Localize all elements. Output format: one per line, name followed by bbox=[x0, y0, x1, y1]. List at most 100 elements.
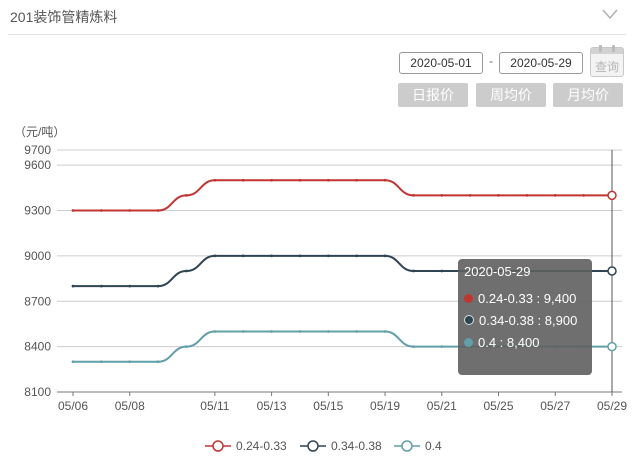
data-point bbox=[241, 178, 245, 182]
data-point bbox=[270, 330, 273, 333]
data-point bbox=[156, 360, 160, 364]
data-point bbox=[270, 254, 273, 258]
chart-tooltip: 2020-05-29 0.24-0.33 : 9,400 0.34-0.38 :… bbox=[458, 259, 592, 375]
chart-legend: 0.24-0.33 0.34-0.38 0.4 bbox=[0, 438, 634, 454]
data-point bbox=[440, 193, 444, 197]
y-tick-label: 8100 bbox=[24, 385, 51, 399]
y-axis-unit: （元/吨） bbox=[14, 125, 66, 139]
data-point bbox=[607, 341, 617, 352]
y-tick-label: 9600 bbox=[24, 158, 51, 172]
data-point bbox=[412, 269, 415, 273]
data-point bbox=[298, 254, 302, 258]
data-point bbox=[355, 254, 359, 258]
data-point bbox=[99, 284, 103, 288]
tooltip-row-text: 0.34-0.38 : 8,900 bbox=[479, 313, 578, 328]
data-point bbox=[213, 330, 217, 333]
data-point bbox=[213, 254, 217, 258]
data-point bbox=[99, 209, 103, 212]
data-point bbox=[468, 193, 472, 197]
legend-label: 0.34-0.38 bbox=[331, 439, 382, 453]
x-tick-label: 05/25 bbox=[484, 399, 514, 413]
data-point bbox=[128, 284, 132, 288]
data-point bbox=[298, 330, 302, 333]
tooltip-row: 0.4 : 8,400 bbox=[464, 335, 539, 350]
x-tick-label: 05/15 bbox=[313, 399, 343, 413]
tooltip-row: 0.34-0.38 : 8,900 bbox=[464, 313, 577, 328]
data-point bbox=[383, 330, 387, 333]
x-tick-label: 05/06 bbox=[58, 399, 88, 413]
data-point bbox=[213, 178, 217, 182]
data-point bbox=[412, 345, 415, 349]
series-dot-icon bbox=[464, 338, 473, 347]
y-tick-label: 9000 bbox=[24, 249, 51, 263]
x-tick-label: 05/21 bbox=[427, 399, 457, 413]
data-point bbox=[383, 254, 387, 258]
data-point bbox=[156, 209, 160, 212]
data-point bbox=[497, 193, 500, 197]
data-point bbox=[270, 178, 273, 182]
tooltip-row-text: 0.4 : 8,400 bbox=[478, 335, 540, 350]
legend-label: 0.24-0.33 bbox=[236, 439, 287, 453]
tooltip-row: 0.24-0.33 : 9,400 bbox=[464, 291, 576, 306]
search-button[interactable]: 查询 bbox=[590, 45, 624, 77]
page-title: 201装饰管精炼料 bbox=[10, 9, 118, 25]
data-point bbox=[355, 330, 359, 333]
y-tick-label: 9300 bbox=[24, 204, 51, 218]
tab-daily-price[interactable]: 日报价 bbox=[398, 83, 468, 107]
data-point bbox=[128, 360, 132, 364]
calendar-ring bbox=[599, 45, 602, 52]
data-point bbox=[71, 209, 75, 212]
data-point bbox=[607, 266, 617, 276]
data-point bbox=[185, 193, 188, 197]
data-point bbox=[241, 254, 245, 258]
data-point bbox=[355, 178, 359, 182]
data-point bbox=[99, 360, 103, 364]
data-point bbox=[525, 193, 529, 197]
start-date-input[interactable]: 2020-05-01 bbox=[399, 52, 483, 74]
data-point bbox=[156, 284, 160, 288]
data-point bbox=[185, 345, 188, 349]
data-point bbox=[298, 178, 302, 182]
chevron-down-icon[interactable] bbox=[602, 8, 618, 20]
data-point bbox=[185, 269, 188, 273]
header-divider bbox=[8, 34, 626, 35]
data-point bbox=[412, 193, 415, 197]
data-point bbox=[383, 178, 387, 182]
legend-line-icon bbox=[300, 440, 326, 452]
x-tick-label: 05/08 bbox=[115, 399, 145, 413]
data-point bbox=[440, 345, 444, 349]
calendar-ring bbox=[612, 45, 615, 52]
data-point bbox=[326, 178, 330, 182]
x-tick-label: 05/29 bbox=[597, 399, 627, 413]
data-point bbox=[326, 330, 330, 333]
data-point bbox=[128, 209, 132, 212]
x-tick-label: 05/11 bbox=[200, 399, 229, 413]
legend-label: 0.4 bbox=[425, 439, 442, 453]
tab-weekly-average[interactable]: 周均价 bbox=[476, 83, 546, 107]
y-tick-label: 8400 bbox=[24, 340, 51, 354]
tab-monthly-average[interactable]: 月均价 bbox=[553, 83, 623, 107]
series-dot-icon bbox=[464, 315, 474, 325]
data-point bbox=[326, 254, 330, 258]
data-point bbox=[582, 193, 586, 197]
end-date-input[interactable]: 2020-05-29 bbox=[499, 52, 583, 74]
date-separator: - bbox=[489, 54, 493, 68]
tooltip-title: 2020-05-29 bbox=[464, 264, 531, 279]
y-tick-label: 9700 bbox=[24, 143, 51, 157]
series-line-1 bbox=[72, 179, 612, 212]
tooltip-row-text: 0.24-0.33 : 9,400 bbox=[478, 291, 577, 306]
data-point bbox=[241, 330, 245, 333]
data-point bbox=[71, 284, 75, 288]
data-point bbox=[607, 190, 617, 201]
legend-line-icon bbox=[205, 440, 231, 452]
calendar-icon bbox=[591, 48, 623, 54]
data-point bbox=[553, 193, 557, 197]
data-point bbox=[71, 360, 75, 364]
x-tick-label: 05/13 bbox=[257, 399, 287, 413]
data-point bbox=[440, 269, 444, 273]
x-tick-label: 05/19 bbox=[370, 399, 400, 413]
page-header: 201装饰管精炼料 bbox=[0, 0, 634, 34]
search-label: 查询 bbox=[594, 60, 619, 74]
y-tick-label: 8700 bbox=[24, 294, 51, 308]
